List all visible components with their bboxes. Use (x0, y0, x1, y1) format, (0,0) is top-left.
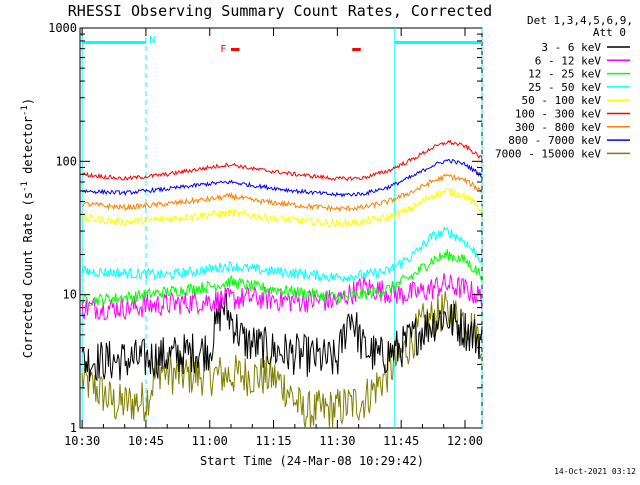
legend-label-5: 100 - 300 keV (515, 108, 601, 121)
series-line-3 (81, 225, 483, 283)
y-tick-label-3: 1000 (48, 21, 77, 35)
y-tick-label-2: 100 (55, 154, 77, 168)
legend-label-3: 25 - 50 keV (528, 81, 601, 94)
series-layer (81, 139, 483, 429)
series-line-7 (82, 158, 483, 198)
legend-label-4: 50 - 100 keV (522, 94, 602, 107)
series-line-6 (82, 173, 483, 213)
x-tick-label-6: 12:00 (447, 434, 483, 448)
x-tick-label-5: 11:45 (383, 434, 419, 448)
flag-label-1: F (220, 44, 226, 55)
x-axis-label: Start Time (24-Mar-08 10:29:42) (200, 454, 424, 468)
flag-bars: NF (82, 35, 482, 55)
legend-label-8: 7000 - 15000 keV (495, 147, 601, 160)
y-axis-ticks: 1 10 100 1000 (48, 21, 482, 435)
legend-label-7: 800 - 7000 keV (508, 134, 601, 147)
night-lines (81, 28, 483, 428)
series-line-2 (81, 248, 483, 307)
legend-label-1: 6 - 12 keV (535, 54, 602, 67)
timestamp: 14-Oct-2021 03:12 (554, 467, 636, 476)
y-axis-label: Corrected Count Rate (s-1 detector-1) (20, 98, 35, 358)
x-tick-label-4: 11:30 (319, 434, 355, 448)
legend-header-1: Det 1,3,4,5,6,9, (527, 14, 633, 27)
flag-bar-0-0 (82, 41, 146, 44)
y-label-part1: Corrected Count Rate (s (21, 192, 35, 358)
plot-area (79, 27, 483, 429)
legend-label-6: 300 - 800 keV (515, 121, 601, 134)
series-line-5 (81, 139, 483, 182)
series-line-1 (81, 273, 483, 321)
x-axis-ticks: 10:30 10:45 11:00 11:15 11:30 11:45 12:00 (64, 28, 483, 448)
flag-bar-0-1 (394, 41, 482, 44)
y-tick-label-0: 1 (70, 421, 77, 435)
y-tick-label-1: 10 (63, 288, 77, 302)
x-tick-label-3: 11:15 (255, 434, 291, 448)
x-tick-label-1: 10:45 (128, 434, 164, 448)
x-tick-label-2: 11:00 (192, 434, 228, 448)
flag-label-0: N (149, 35, 155, 46)
flag-bar-1-0 (231, 48, 240, 51)
chart-title: RHESSI Observing Summary Count Rates, Co… (68, 2, 492, 20)
x-tick-label-0: 10:30 (64, 434, 100, 448)
y-label-sup2: -1 (20, 105, 30, 116)
series-line-0 (81, 292, 483, 382)
flag-bar-1-1 (352, 48, 361, 51)
series-line-4 (81, 188, 483, 229)
legend-label-0: 3 - 6 keV (541, 41, 601, 54)
legend-label-2: 12 - 25 keV (528, 68, 601, 81)
y-label-part3: ) (21, 98, 35, 105)
series-line-8 (81, 291, 483, 429)
y-label-part2: detector (21, 116, 35, 181)
y-label-sup1: -1 (20, 181, 30, 192)
legend-header-2: Att 0 (593, 26, 626, 39)
